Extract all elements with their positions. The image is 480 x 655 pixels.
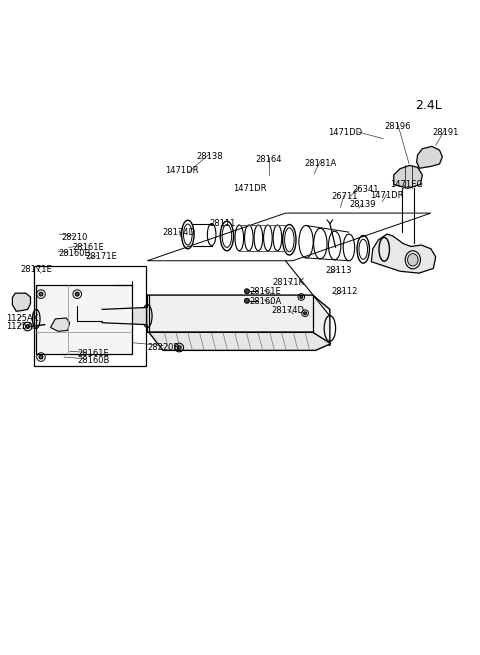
Circle shape (39, 292, 43, 296)
Polygon shape (417, 146, 443, 168)
Text: 28174D: 28174D (163, 228, 196, 236)
Circle shape (244, 289, 249, 293)
Text: 1471DR: 1471DR (233, 184, 266, 193)
Circle shape (75, 292, 79, 296)
Polygon shape (147, 295, 330, 346)
Polygon shape (50, 318, 70, 331)
Bar (34, 265, 146, 365)
Bar (36, 284, 132, 354)
Text: 1125AL: 1125AL (6, 322, 37, 331)
Text: 28160A: 28160A (249, 297, 281, 306)
Polygon shape (12, 293, 31, 311)
Text: 28161E: 28161E (78, 349, 109, 358)
Text: 28111: 28111 (209, 219, 235, 228)
Text: 2.4L: 2.4L (415, 100, 442, 112)
Polygon shape (149, 332, 331, 350)
Text: 28171E: 28171E (85, 252, 117, 261)
Circle shape (244, 299, 249, 303)
Text: 28171K: 28171K (272, 278, 304, 287)
Text: 26341: 26341 (352, 185, 378, 194)
Polygon shape (372, 234, 436, 273)
Text: 28112: 28112 (331, 288, 358, 296)
Text: 28174D: 28174D (271, 307, 304, 315)
Text: 1471DR: 1471DR (165, 166, 199, 175)
Text: 1471EG: 1471EG (390, 180, 422, 189)
Text: 28160B: 28160B (58, 249, 91, 258)
Text: 28220B: 28220B (147, 343, 179, 352)
Text: 1471DD: 1471DD (328, 128, 362, 138)
Text: 28210: 28210 (61, 233, 87, 242)
Text: 28161E: 28161E (249, 288, 281, 296)
Text: 28139: 28139 (349, 200, 375, 210)
Circle shape (304, 312, 307, 314)
Text: 28181A: 28181A (304, 159, 336, 168)
Circle shape (300, 295, 303, 299)
Text: 28164: 28164 (256, 155, 282, 164)
Text: 28196: 28196 (384, 122, 411, 131)
Text: 1471DR: 1471DR (371, 191, 404, 200)
Text: 28113: 28113 (325, 266, 352, 275)
Text: 28171E: 28171E (20, 265, 52, 274)
Text: 28138: 28138 (196, 153, 223, 161)
Circle shape (26, 325, 30, 328)
Text: 28191: 28191 (432, 128, 458, 136)
Text: 28160B: 28160B (77, 356, 109, 365)
Circle shape (39, 355, 43, 359)
Text: 26711: 26711 (331, 193, 358, 201)
Text: 28161E: 28161E (73, 243, 105, 252)
Circle shape (177, 346, 181, 349)
Ellipse shape (408, 253, 418, 266)
Polygon shape (394, 166, 422, 188)
Text: 1125AK: 1125AK (6, 314, 38, 324)
